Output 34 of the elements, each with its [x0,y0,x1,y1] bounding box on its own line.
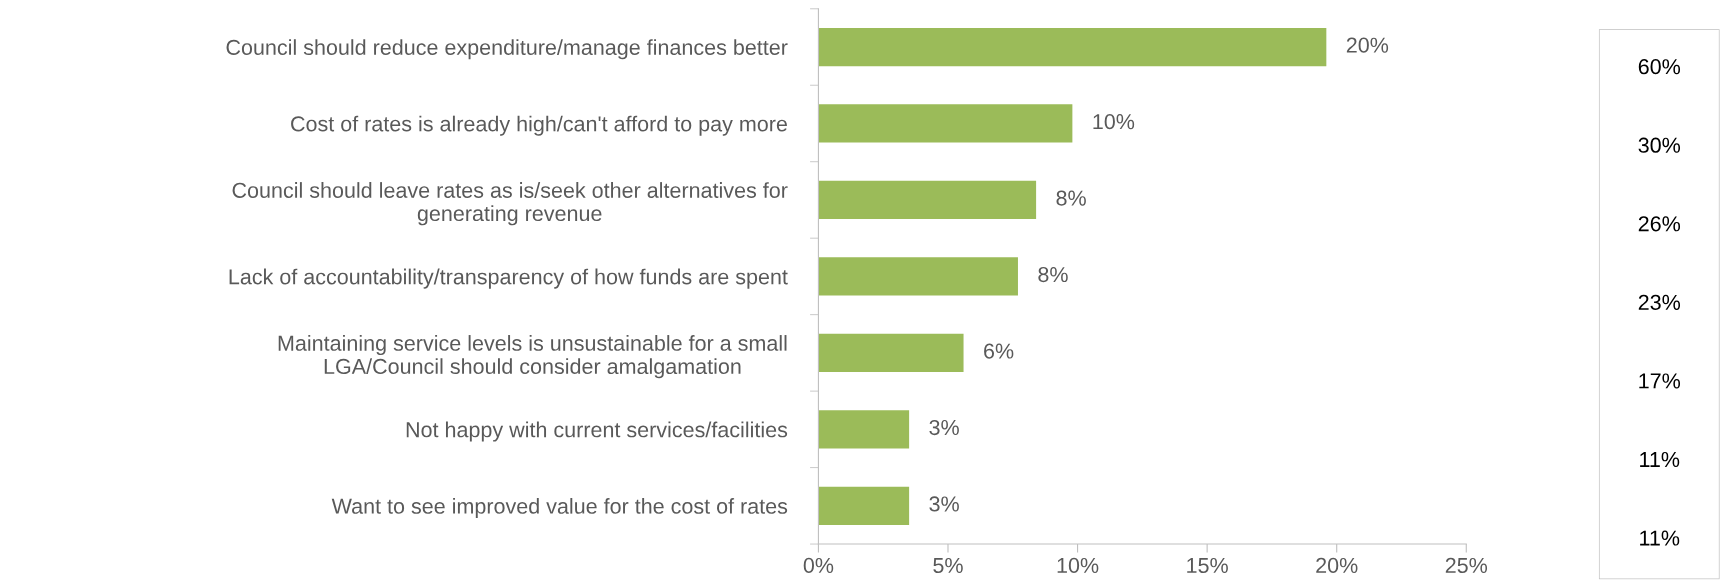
bar [818,257,1018,296]
bar [818,410,910,449]
x-tick-label: 5% [933,557,963,574]
data-label: 6% [984,343,1014,359]
text: 17% [1639,373,1681,389]
bar [818,333,964,372]
y-tick-label: Cost of rates is already high/can't afford to pay more [291,115,787,136]
data-label: 8% [1056,190,1086,206]
text: 60% [1638,59,1681,75]
bar [818,486,910,525]
x-tick-label: 0% [803,557,834,574]
data-label: 3% [929,496,959,512]
y-tick-label: Lack of accountability/transparency of how funds are spent [229,268,788,289]
y-tick-label: Council should leave rates as is/seek other alternatives for generating revenue [232,182,788,226]
x-tick-label: 20% [1316,557,1358,574]
bar [818,27,1327,67]
y-tick-label: Not happy with current services/facilities [406,421,788,442]
x-tick-label: 25% [1445,557,1488,574]
text: 23% [1638,294,1681,310]
y-tick-label: Maintaining service levels is unsustainable for a small LGA/Council should consider amalgamation [278,335,787,379]
y-tick-label: Want to see improved value for the cost of rates [331,498,788,519]
data-label: 10% [1093,114,1135,130]
x-tick-label: 10% [1057,557,1099,574]
text: 30% [1638,137,1681,153]
bar [818,180,1037,220]
x-tick-label: 15% [1187,557,1228,574]
text: 11% [1640,451,1680,468]
y-tick-label: Council should reduce expenditure/manage finances better [226,39,788,60]
data-label: 8% [1038,266,1068,283]
bar [818,104,1073,143]
data-label: 3% [929,419,959,436]
text: 11% [1640,530,1680,546]
text: 26% [1638,216,1681,232]
data-label: 20% [1346,37,1389,53]
